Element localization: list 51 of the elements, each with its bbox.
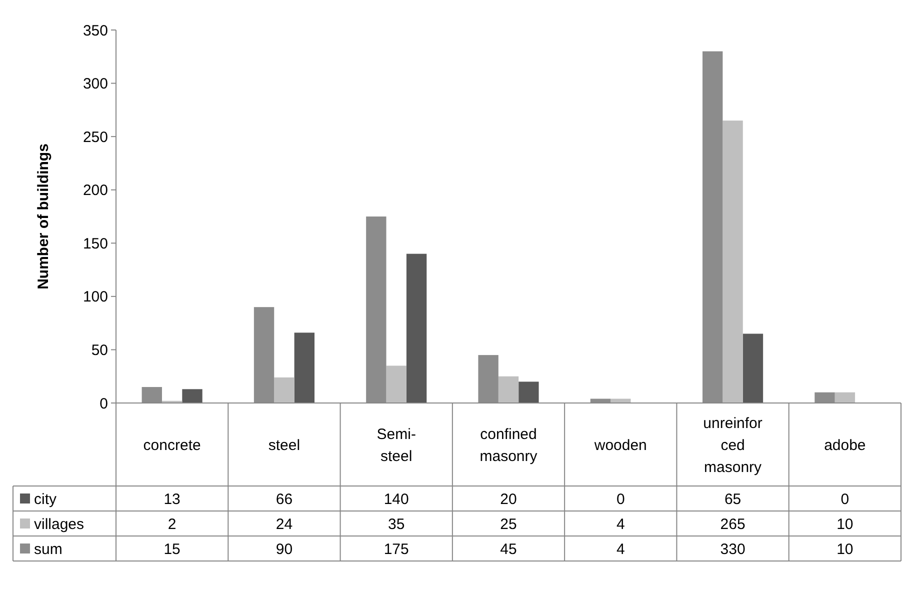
legend-label: sum <box>34 540 62 558</box>
bar <box>742 334 764 403</box>
bar <box>274 377 294 403</box>
data-label: 25 <box>500 516 517 533</box>
bar <box>498 376 519 403</box>
data-label: 20 <box>500 490 517 508</box>
data-label: 24 <box>276 516 293 533</box>
x-tick-label: adobe <box>824 436 866 454</box>
data-label: 330 <box>720 540 746 558</box>
y-tick-label: 0 <box>100 395 108 412</box>
data-label: 66 <box>276 490 293 508</box>
data-label: 265 <box>720 516 746 533</box>
data-label: 0 <box>616 490 625 508</box>
bar <box>610 398 631 403</box>
legend-label: villages <box>34 516 84 533</box>
bar <box>722 120 743 403</box>
bar <box>294 332 314 403</box>
y-tick-label: 200 <box>82 182 108 200</box>
bar <box>386 366 406 403</box>
y-axis-title: Number of buildings <box>35 144 52 290</box>
bar <box>518 382 539 403</box>
x-tick-label: unreinforced masonry <box>703 414 762 476</box>
y-tick-label: 50 <box>91 342 108 359</box>
data-label: 45 <box>500 540 517 558</box>
data-label: 140 <box>384 490 409 508</box>
y-tick-label: 350 <box>82 22 108 40</box>
x-tick-label: wooden <box>593 436 647 454</box>
y-tick-label: 250 <box>82 128 108 146</box>
legend-label: city <box>34 490 57 508</box>
bar <box>182 389 202 403</box>
data-label: 10 <box>836 540 854 558</box>
data-label: 4 <box>616 540 625 558</box>
data-label: 35 <box>388 516 405 533</box>
data-label: 90 <box>276 540 293 558</box>
x-tick-label: confined masonry <box>480 426 538 465</box>
bar <box>406 254 427 403</box>
data-label: 65 <box>724 490 742 508</box>
y-tick-label: 300 <box>82 76 108 93</box>
data-label: 13 <box>164 490 180 508</box>
data-label: 0 <box>840 490 850 508</box>
data-label: 15 <box>164 540 180 558</box>
data-label: 10 <box>836 516 854 533</box>
bar <box>834 392 856 403</box>
y-tick-label: 150 <box>82 235 108 252</box>
y-tick-label: 100 <box>82 288 108 306</box>
data-label: 4 <box>616 516 625 533</box>
x-tick-label: steel <box>268 436 300 454</box>
x-tick-label: Semi-steel <box>376 426 416 465</box>
data-label: 2 <box>168 516 176 533</box>
data-label: 175 <box>384 540 409 558</box>
x-tick-label: concrete <box>143 436 201 454</box>
